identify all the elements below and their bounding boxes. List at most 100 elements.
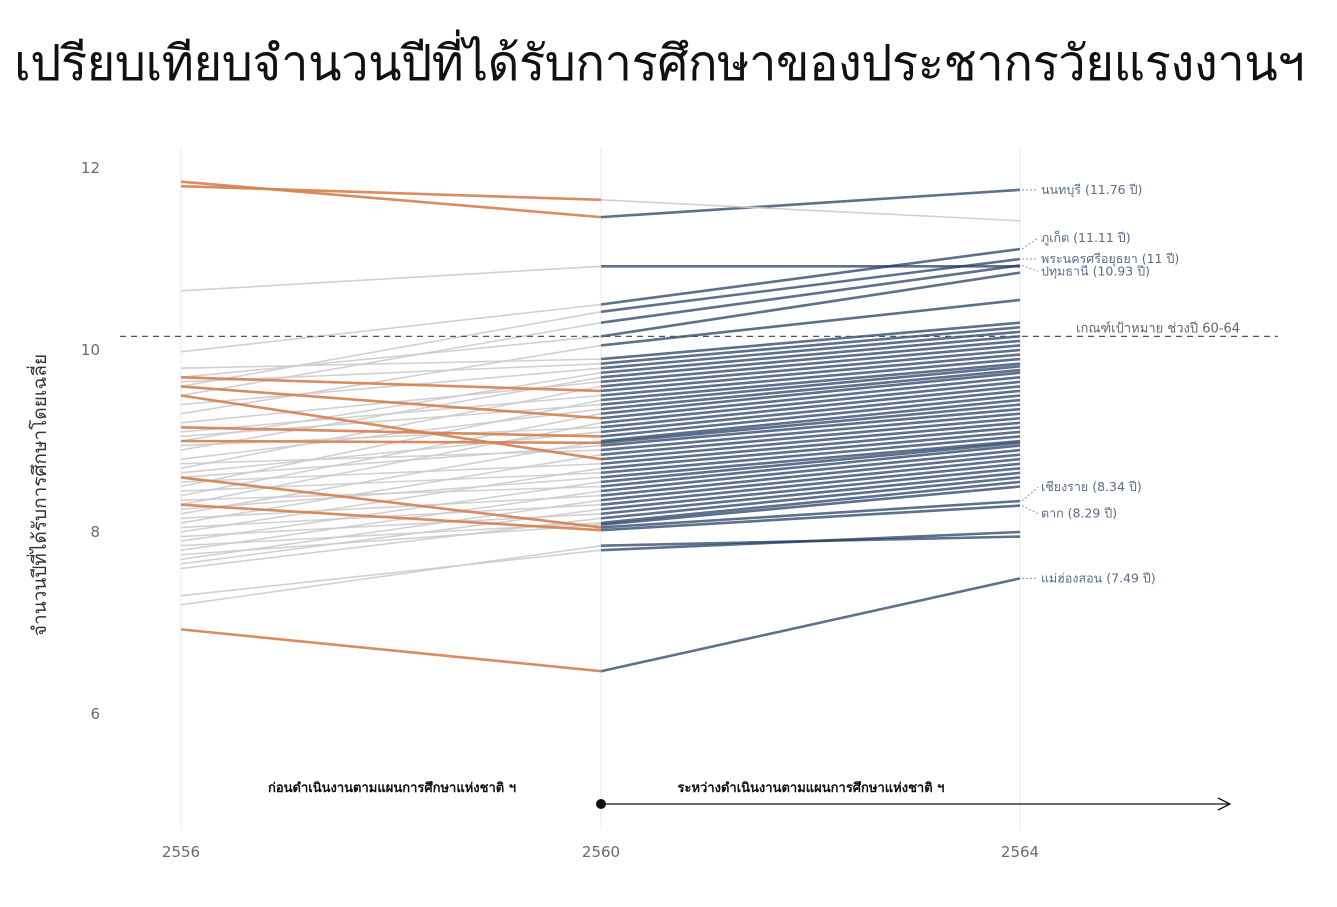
series-line-period1 — [180, 628, 602, 673]
series-line-period2 — [600, 385, 1021, 429]
series-line-period1 — [180, 412, 602, 497]
series-line-period1 — [180, 367, 602, 406]
annotation-during: ระหว่างดำเนินงานตามแผนการศึกษาแห่งชาติ ฯ — [677, 780, 944, 796]
x-tick-label-2560: 2560 — [582, 843, 620, 861]
series-line-period2 — [600, 403, 1021, 445]
y-tick-label: 6 — [90, 705, 100, 723]
series-line-period2 — [600, 264, 1021, 324]
series-line-period2 — [600, 257, 1021, 314]
series-line-period1 — [180, 335, 602, 379]
series-line-period2 — [600, 380, 1021, 425]
series-line-period2 — [600, 499, 1021, 529]
province-label: พระนครศรีอยุธยา (11 ปี) — [1041, 251, 1179, 267]
province-label: ภูเก็ต (11.11 ปี) — [1041, 230, 1131, 246]
series-line-period1 — [180, 544, 602, 606]
series-line-period2 — [600, 325, 1021, 365]
series-line-period1 — [180, 503, 602, 529]
series-line-period2 — [600, 462, 1021, 506]
series-line-period2 — [600, 321, 1021, 361]
series-line-period2 — [600, 577, 1021, 673]
series-line-period2 — [600, 298, 1021, 347]
series-line-period2 — [600, 457, 1021, 502]
series-line-period1 — [180, 408, 602, 460]
series-line-period1 — [180, 444, 602, 479]
series-line-period2 — [600, 416, 1021, 456]
series-line-period1 — [180, 549, 602, 597]
series-line-period1 — [180, 476, 602, 529]
series-line-period1 — [180, 394, 602, 461]
label-connector — [1021, 264, 1039, 272]
series-line-period1 — [180, 472, 602, 492]
series-line-period2 — [600, 376, 1021, 420]
series-line-period2 — [600, 412, 1021, 452]
series-line-period1 — [180, 449, 602, 465]
arrow-head — [1217, 797, 1232, 811]
series-line-period2 — [600, 188, 1021, 219]
series-line-period1 — [180, 385, 602, 420]
y-tick-label: 8 — [90, 523, 100, 541]
province-labels: นนทบุรี (11.76 ปี) ภูเก็ต (11.11 ปี) พระนค… — [1021, 182, 1179, 585]
series-line-period2 — [600, 435, 1021, 475]
series-line-period2 — [600, 426, 1021, 466]
period-2-lines — [600, 188, 1021, 673]
province-label: ตาก (8.29 ปี) — [1041, 506, 1117, 521]
series-line-period2 — [600, 371, 1021, 415]
y-tick-label: 10 — [81, 341, 100, 359]
series-line-period2 — [600, 368, 1021, 411]
province-label: นนทบุรี (11.76 ปี) — [1041, 182, 1142, 198]
series-line-period2 — [600, 421, 1021, 461]
series-line-period2 — [600, 407, 1021, 447]
series-line-period2 — [600, 353, 1021, 393]
series-line-period2 — [600, 365, 1021, 406]
series-line-period2 — [600, 335, 1021, 375]
series-line-period2 — [600, 485, 1021, 527]
threshold-label: เกณฑ์เป้าหมาย ช่วงปี 60-64 — [1076, 320, 1240, 336]
series-line-period2 — [600, 476, 1021, 520]
series-line-period2 — [600, 444, 1021, 488]
series-line-period1 — [180, 184, 602, 202]
annotation-before: ก่อนดำเนินงานตามแผนการศึกษาแห่งชาติ ฯ — [268, 780, 516, 796]
series-line-period1 — [180, 394, 602, 433]
series-line-period2 — [600, 467, 1021, 511]
grid — [180, 148, 1021, 830]
series-line-period1 — [180, 265, 602, 292]
series-line-period2 — [600, 362, 1021, 402]
series-line-period1 — [180, 426, 602, 438]
series-line-period2 — [600, 453, 1021, 497]
series-line-period2 — [600, 339, 1021, 379]
series-line-period1 — [180, 513, 602, 538]
province-label: แม่ฮ่องสอน (7.49 ปี) — [1041, 570, 1156, 585]
series-line-period1 — [180, 467, 602, 533]
series-line-period1 — [180, 431, 602, 474]
series-line-period1 — [180, 485, 602, 501]
series-line-period1 — [180, 303, 602, 353]
label-connector — [1021, 505, 1039, 515]
series-line-period2 — [600, 480, 1021, 525]
series-line-period1 — [180, 403, 602, 438]
province-label: ปทุมธานี (10.93 ปี) — [1041, 263, 1150, 279]
series-line-period2 — [600, 471, 1021, 516]
series-line-period2 — [600, 348, 1021, 388]
series-line-period2 — [600, 357, 1021, 397]
series-line-period2 — [600, 389, 1021, 434]
series-line-period2 — [600, 535, 1021, 547]
series-line-period2 — [600, 344, 1021, 384]
series-line-period2 — [600, 271, 1021, 338]
series-line-period1 — [180, 439, 602, 445]
series-line-period1 — [180, 422, 602, 506]
series-line-period1 — [180, 358, 602, 369]
series-line-period1 — [180, 462, 602, 483]
series-line-period1 — [180, 321, 602, 397]
series-line-period1 — [180, 523, 602, 556]
series-line-period1 — [180, 376, 602, 393]
label-connector — [1021, 237, 1039, 250]
x-axis: 2556 2560 2564 — [162, 843, 1039, 861]
chart-title: เปรียบเทียบจำนวนปีที่ได้รับการศึกษาของปร… — [14, 35, 1305, 92]
series-line-period1 — [180, 344, 602, 415]
series-line-period1 — [180, 494, 602, 520]
series-line-period2 — [600, 394, 1021, 438]
series-line-period1 — [180, 481, 602, 542]
province-label: เชียงราย (8.34 ปี) — [1041, 479, 1142, 494]
series-line-period2 — [600, 430, 1021, 470]
